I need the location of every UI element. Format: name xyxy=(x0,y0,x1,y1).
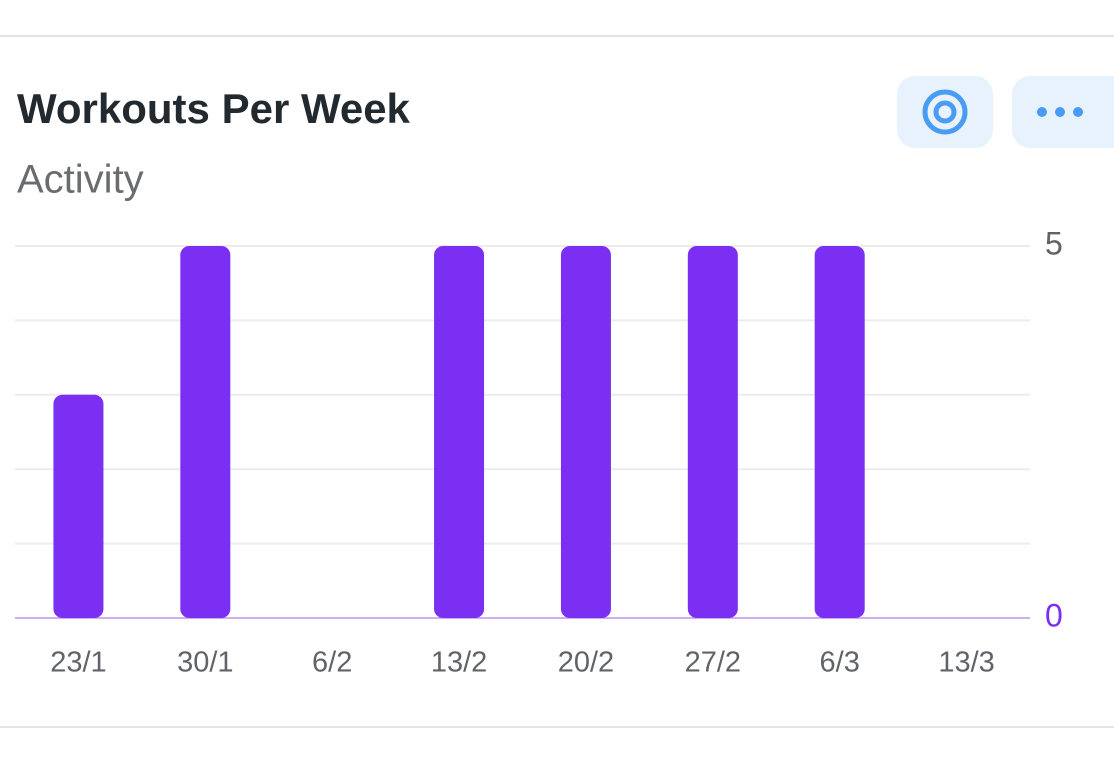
dot xyxy=(1073,107,1083,117)
target-icon xyxy=(933,100,957,124)
x-tick-label: 30/1 xyxy=(177,647,233,679)
x-tick-label: 6/2 xyxy=(312,647,352,679)
y-tick-label: 0 xyxy=(1045,597,1063,633)
bar xyxy=(53,394,104,618)
chart-title: Workouts Per Week xyxy=(17,85,411,132)
goal-button[interactable] xyxy=(897,76,993,148)
x-tick-label: 13/3 xyxy=(938,647,994,679)
dot xyxy=(1055,107,1065,117)
bar xyxy=(180,246,231,618)
x-tick-label: 27/2 xyxy=(685,647,741,679)
plot: 0 5 23/1 30/1 6/2 13/2 20/2 27/2 6/3 13/3 xyxy=(15,225,1063,679)
bar xyxy=(434,246,485,618)
more-button[interactable] xyxy=(1012,76,1114,148)
x-tick-label: 20/2 xyxy=(558,647,614,679)
dot xyxy=(1037,107,1047,117)
chart-subtitle: Activity xyxy=(17,158,144,202)
x-tick-label: 23/1 xyxy=(50,647,106,679)
bar xyxy=(560,246,611,618)
y-tick-label: 5 xyxy=(1045,225,1063,261)
x-tick-label: 6/3 xyxy=(820,647,860,679)
x-tick-label: 13/2 xyxy=(431,647,487,679)
bar xyxy=(814,246,865,618)
bar xyxy=(687,246,738,618)
button-bg xyxy=(897,76,993,148)
target-icon xyxy=(922,89,968,135)
